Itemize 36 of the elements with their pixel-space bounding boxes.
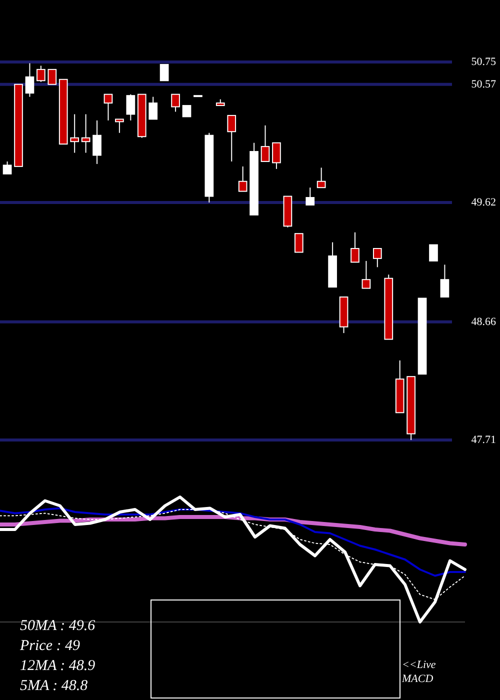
candlestick (272, 142, 281, 170)
candlestick (294, 233, 304, 253)
candlestick (36, 65, 46, 82)
candlestick (25, 62, 34, 98)
annotation: 50MA : 49.6 (20, 618, 96, 634)
candlestick (148, 96, 158, 120)
text: 12MA : 48.9 (20, 658, 96, 674)
candlestick (429, 244, 438, 262)
candlestick (104, 94, 113, 121)
candlestick (182, 105, 192, 118)
text: 5MA : 48.8 (20, 678, 88, 694)
candlestick (2, 160, 12, 174)
candlestick (126, 94, 136, 121)
candlestick (260, 124, 270, 162)
candlestick (316, 167, 326, 188)
y-tick-label: 50.57 (471, 78, 496, 90)
y-tick-label: 47.71 (471, 434, 496, 446)
candlestick (372, 248, 382, 268)
y-tick-label: 49.62 (471, 196, 496, 209)
candlestick (160, 64, 169, 82)
candlestick (227, 114, 236, 162)
candlestick (81, 114, 90, 154)
candlestick (362, 260, 371, 289)
candlestick (440, 264, 450, 298)
candlestick (70, 114, 80, 154)
candlestick (115, 118, 124, 134)
candlestick (92, 120, 102, 164)
candlestick (238, 166, 248, 192)
text: Price : 49 (19, 638, 80, 654)
y-tick-label: 48.66 (471, 316, 496, 328)
candlestick (306, 187, 315, 206)
candlestick (171, 94, 180, 112)
text: <<Live MACD (401, 659, 436, 685)
candlestick (350, 232, 360, 263)
y-tick-label: 50.75 (471, 56, 496, 68)
candlestick (48, 68, 57, 85)
